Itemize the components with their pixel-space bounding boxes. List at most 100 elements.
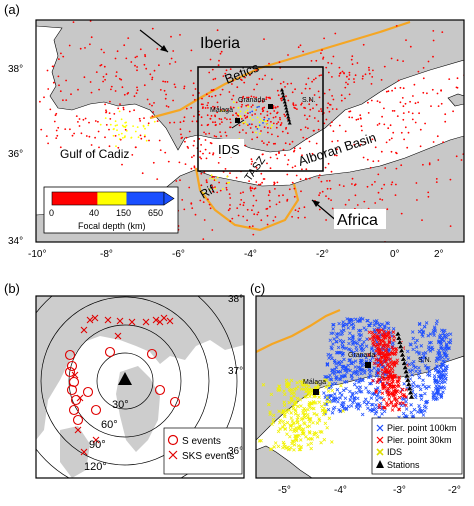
seismic-event	[300, 92, 303, 95]
s-event	[72, 414, 84, 426]
seismic-event	[239, 110, 242, 113]
seismic-event	[151, 27, 154, 30]
s-event	[64, 366, 76, 378]
seismic-event	[185, 107, 188, 110]
pier100-point	[428, 349, 433, 353]
pier100-point	[435, 364, 439, 368]
seismic-event	[396, 115, 399, 117]
c-lon-tick-m3: -3°	[393, 485, 406, 496]
pier30-point	[390, 373, 395, 378]
pier100-point	[441, 329, 446, 333]
seismic-event	[113, 113, 116, 115]
seismic-event	[199, 199, 202, 202]
seismic-event	[84, 117, 87, 120]
ids-point	[294, 434, 298, 438]
seismic-event	[249, 111, 252, 114]
ids-point	[276, 444, 281, 449]
ids-point	[325, 425, 329, 430]
ring-30	[96, 352, 154, 410]
pier100-point	[428, 346, 433, 351]
ids-point	[316, 384, 321, 388]
pier100-point	[436, 370, 441, 374]
pier30-point	[394, 400, 399, 405]
colorbar-ramp	[51, 191, 165, 206]
seismic-event	[325, 195, 327, 198]
seismic-event	[369, 166, 372, 169]
seismic-event	[422, 77, 425, 80]
seismic-event	[219, 52, 222, 55]
panel-c-frame	[255, 295, 465, 479]
seismic-event	[214, 179, 217, 181]
pier100-point	[336, 345, 341, 350]
seismic-event	[140, 137, 143, 140]
seismic-event	[116, 129, 118, 132]
pier100-point	[359, 389, 364, 394]
seismic-event	[241, 103, 244, 106]
pier100-point	[419, 397, 424, 402]
seismic-event	[250, 163, 253, 165]
ids-point	[293, 437, 298, 441]
seismic-event	[271, 78, 273, 81]
pier100-point	[418, 356, 423, 361]
seismic-event	[239, 115, 242, 117]
colorbar-tick-0: 0	[49, 208, 54, 218]
seismic-event	[112, 134, 115, 137]
pier100-point	[339, 329, 344, 333]
ids-legend-label: IDS	[387, 447, 402, 457]
seismic-event	[391, 181, 394, 184]
seismic-event	[336, 148, 338, 151]
seismic-event	[303, 114, 306, 117]
seismic-event	[380, 187, 383, 190]
pier100-point	[382, 409, 387, 414]
malaga-marker	[235, 118, 240, 123]
seismic-event	[209, 177, 211, 180]
pier100-point	[348, 389, 352, 394]
pier30-point	[400, 387, 405, 392]
malaga-marker-c	[313, 389, 319, 395]
seismic-event	[353, 81, 356, 83]
seismic-event	[254, 187, 257, 190]
seismic-event	[279, 118, 281, 121]
seismic-event	[329, 187, 332, 190]
pier30-point	[387, 397, 392, 401]
seismic-event	[200, 116, 203, 119]
ids-point	[299, 404, 303, 408]
seismic-event	[288, 143, 291, 146]
seismic-event	[351, 183, 353, 185]
ids-point	[259, 438, 263, 443]
seismic-event	[216, 191, 219, 194]
ids-point	[282, 403, 287, 407]
seismic-event	[361, 129, 363, 132]
seismic-event	[229, 121, 232, 124]
pier100-point	[323, 374, 327, 379]
seismic-event	[262, 101, 264, 103]
seismic-event	[272, 105, 275, 107]
seismic-event	[260, 219, 263, 222]
seismic-event	[242, 95, 245, 98]
ids-point	[327, 383, 331, 388]
seismic-event	[379, 198, 381, 201]
seismic-event	[331, 207, 334, 210]
seismic-event	[301, 154, 303, 157]
ids-point	[285, 384, 289, 389]
seismic-event	[114, 57, 117, 60]
pier100-point	[364, 344, 369, 348]
seismic-event	[193, 98, 196, 101]
pier100-point	[411, 380, 416, 385]
seismic-event	[232, 106, 235, 109]
seismic-event	[239, 70, 242, 73]
pier100-point	[387, 326, 391, 331]
piercing-points	[257, 316, 453, 452]
pier100-point	[387, 347, 391, 352]
seismic-event	[156, 178, 159, 181]
seismic-event	[318, 208, 321, 211]
ids-point	[324, 385, 328, 389]
pier100-point	[337, 407, 341, 412]
pier100-point	[434, 321, 439, 326]
seismic-event	[309, 99, 311, 101]
iberia-arrow-head	[160, 45, 168, 52]
seismic-event	[53, 120, 56, 123]
ids-point	[312, 406, 316, 411]
seismic-event	[354, 183, 357, 186]
seismic-event	[280, 123, 282, 126]
